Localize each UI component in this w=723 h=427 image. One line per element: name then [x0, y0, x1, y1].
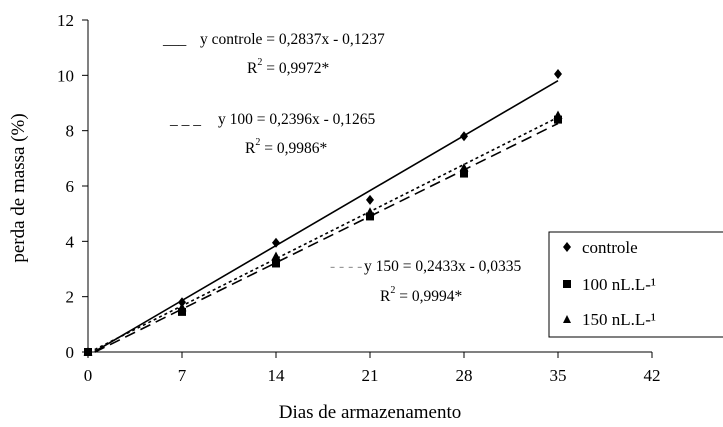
- legend-label-150: 150 nL.L-¹: [582, 310, 656, 329]
- equation-controle-text: y controle = 0,2837x - 0,1237: [200, 31, 385, 48]
- point-diamond: [272, 237, 280, 248]
- point-diamond: [178, 297, 186, 308]
- trendline-1: [94, 122, 559, 353]
- point-triangle: [553, 110, 563, 119]
- legend-label-controle: controle: [582, 238, 638, 257]
- legend: controle 100 nL.L-¹ 150 nL.L-¹: [548, 231, 723, 338]
- equation-100-text: y 100 = 0,2396x - 0,1265: [218, 111, 376, 128]
- r2-150-sup: 2: [390, 285, 395, 296]
- legend-triangle-marker: [563, 315, 571, 323]
- legend-square-marker: [563, 280, 571, 288]
- y-tick-label: 8: [66, 122, 75, 141]
- legend-item-controle: controle: [563, 238, 638, 257]
- y-tick-label: 4: [66, 232, 75, 251]
- r2-100-r: R: [245, 140, 256, 157]
- legend-box: [548, 231, 723, 338]
- point-triangle: [83, 347, 93, 356]
- legend-diamond-marker: [563, 242, 571, 252]
- equation-150: - - - - y 150 = 0,2433x - 0,0335 R2 = 0,…: [330, 258, 522, 305]
- legend-label-100: 100 nL.L-¹: [582, 275, 656, 294]
- data-points: [83, 68, 563, 357]
- r2-150-r: R: [380, 288, 391, 305]
- x-tick-label: 42: [644, 366, 661, 385]
- y-tick-label: 12: [57, 11, 74, 30]
- point-diamond: [554, 68, 562, 79]
- x-tick-label: 14: [268, 366, 286, 385]
- point-square: [178, 307, 186, 316]
- point-square: [272, 259, 280, 268]
- r2-controle: R2 = 0,9972*: [247, 57, 329, 77]
- r2-controle-sup: 2: [257, 57, 262, 68]
- point-triangle: [365, 207, 375, 216]
- point-triangle: [271, 251, 281, 261]
- axes: 0 2 4 6 8 10 12 0 7 14 21 28 35 42: [57, 11, 661, 385]
- x-tick-label: 7: [178, 366, 187, 385]
- y-tick-label: 6: [66, 177, 75, 196]
- legend-item-150: 150 nL.L-¹: [563, 310, 656, 329]
- equation-150-text: y 150 = 0,2433x - 0,0335: [364, 258, 522, 275]
- x-tick-label: 0: [84, 366, 93, 385]
- point-square: [366, 212, 374, 221]
- y-tick-label: 10: [57, 66, 74, 85]
- r2-150-value: = 0,9994*: [395, 288, 462, 305]
- point-square: [460, 169, 468, 178]
- equation-controle-line-sample: ___: [162, 31, 187, 48]
- equation-controle: ___ y controle = 0,2837x - 0,1237 R2 = 0…: [162, 31, 385, 77]
- r2-controle-r: R: [247, 60, 258, 77]
- r2-100-sup: 2: [255, 137, 260, 148]
- point-triangle: [177, 302, 187, 312]
- r2-150: R2 = 0,9994*: [380, 285, 462, 305]
- trendline-2: [94, 116, 559, 351]
- x-axis-label: Dias de armazenamento: [279, 402, 462, 423]
- point-diamond: [366, 194, 374, 205]
- equation-100-line-sample: _ _ _: [169, 111, 201, 128]
- x-tick-label: 28: [456, 366, 473, 385]
- trendline-0: [94, 80, 559, 353]
- y-axis-label: perda de massa (%): [8, 113, 29, 262]
- r2-100: R2 = 0,9986*: [245, 137, 327, 157]
- y-tick-label: 0: [66, 343, 75, 362]
- trendlines: [94, 80, 559, 353]
- x-tick-label: 21: [362, 366, 379, 385]
- equation-100: _ _ _ y 100 = 0,2396x - 0,1265 R2 = 0,99…: [169, 111, 376, 157]
- r2-controle-value: = 0,9972*: [262, 60, 329, 77]
- r2-100-value: = 0,9986*: [260, 140, 327, 157]
- y-tick-label: 2: [66, 288, 75, 307]
- equation-150-line-sample: - - - -: [330, 258, 362, 275]
- point-diamond: [460, 131, 468, 142]
- point-square: [554, 115, 562, 124]
- point-triangle: [459, 163, 469, 172]
- x-tick-label: 35: [550, 366, 567, 385]
- legend-item-100: 100 nL.L-¹: [563, 275, 656, 294]
